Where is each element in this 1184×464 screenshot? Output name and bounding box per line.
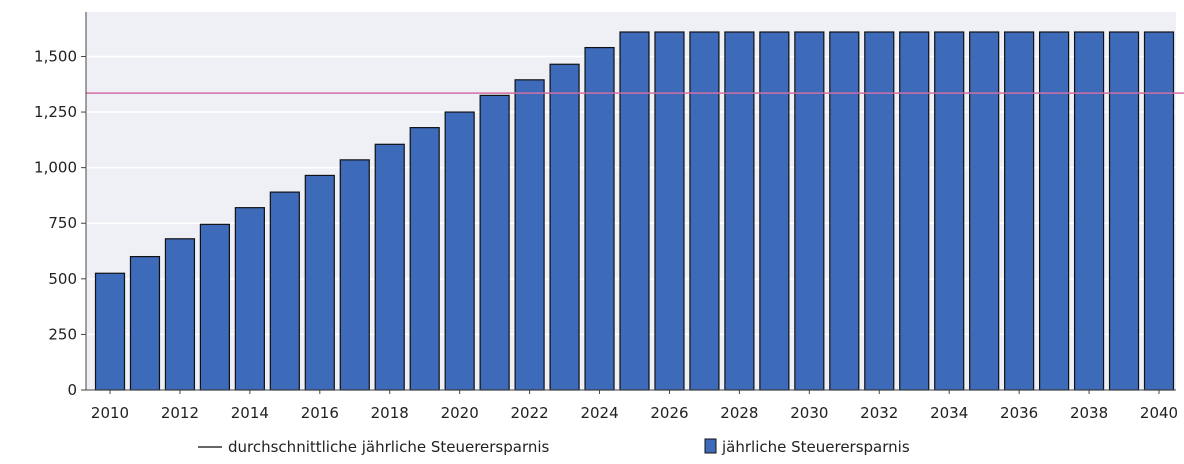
legend-bar-label: jährliche Steuerersparnis (721, 438, 910, 456)
bar (234, 207, 265, 391)
y-tick-label: 250 (48, 325, 77, 343)
bar (444, 111, 475, 391)
x-tick-label: 2026 (650, 404, 688, 422)
y-tick-label: 500 (48, 270, 77, 288)
bar (654, 31, 685, 391)
bar (129, 255, 161, 391)
bar (1143, 31, 1175, 391)
x-tick-label: 2032 (860, 404, 898, 422)
x-tick-label: 2034 (930, 404, 968, 422)
x-tick-label: 2036 (1000, 404, 1038, 422)
bar (339, 159, 370, 391)
bar (934, 31, 965, 391)
bar (829, 31, 860, 391)
x-tick-label: 2028 (720, 404, 758, 422)
legend-line-label: durchschnittliche jährliche Steuererspar… (228, 438, 550, 456)
x-tick-label: 2018 (371, 404, 409, 422)
bar (549, 63, 580, 391)
bar (899, 31, 930, 391)
x-tick-label: 2030 (790, 404, 828, 422)
y-tick-labels: 0 250 500 750 1,000 1,250 1,500 (34, 47, 86, 399)
bar (1108, 31, 1140, 391)
x-tick-labels: 2010 2012 2014 2016 2018 2020 2022 2024 2026 2028… (91, 390, 1178, 422)
bar (409, 127, 440, 391)
bar (969, 31, 1000, 391)
bar (514, 79, 545, 391)
x-tick-label: 2020 (441, 404, 479, 422)
x-tick-label: 2012 (161, 404, 199, 422)
y-tick-label: 1,000 (34, 159, 77, 177)
bar (1004, 31, 1035, 391)
bar (304, 174, 335, 391)
bar (94, 272, 126, 391)
bar (724, 31, 755, 391)
x-tick-label: 2038 (1070, 404, 1108, 422)
x-tick-label: 2014 (231, 404, 269, 422)
bar (199, 223, 230, 391)
bars (94, 31, 1175, 391)
bar (374, 143, 405, 391)
bar (479, 94, 510, 391)
x-tick-label: 2022 (511, 404, 549, 422)
bar (759, 31, 790, 391)
x-tick-label: 2024 (580, 404, 618, 422)
bar (1038, 31, 1070, 391)
y-tick-label: 0 (67, 381, 77, 399)
x-tick-label: 2016 (301, 404, 339, 422)
bar (584, 46, 615, 391)
legend-bar-swatch (704, 438, 717, 454)
bar (164, 238, 196, 391)
bar (1073, 31, 1105, 391)
bar (794, 31, 825, 391)
bar (619, 31, 650, 391)
bar (864, 31, 895, 391)
x-tick-label: 2040 (1140, 404, 1178, 422)
y-tick-label: 1,250 (34, 103, 77, 121)
bar (269, 191, 300, 391)
bar (689, 31, 720, 391)
y-tick-label: 1,500 (34, 47, 77, 65)
y-tick-label: 750 (48, 214, 77, 232)
axes (85, 12, 1176, 391)
legend: durchschnittliche jährliche Steuererspar… (198, 438, 910, 456)
x-tick-label: 2010 (91, 404, 129, 422)
